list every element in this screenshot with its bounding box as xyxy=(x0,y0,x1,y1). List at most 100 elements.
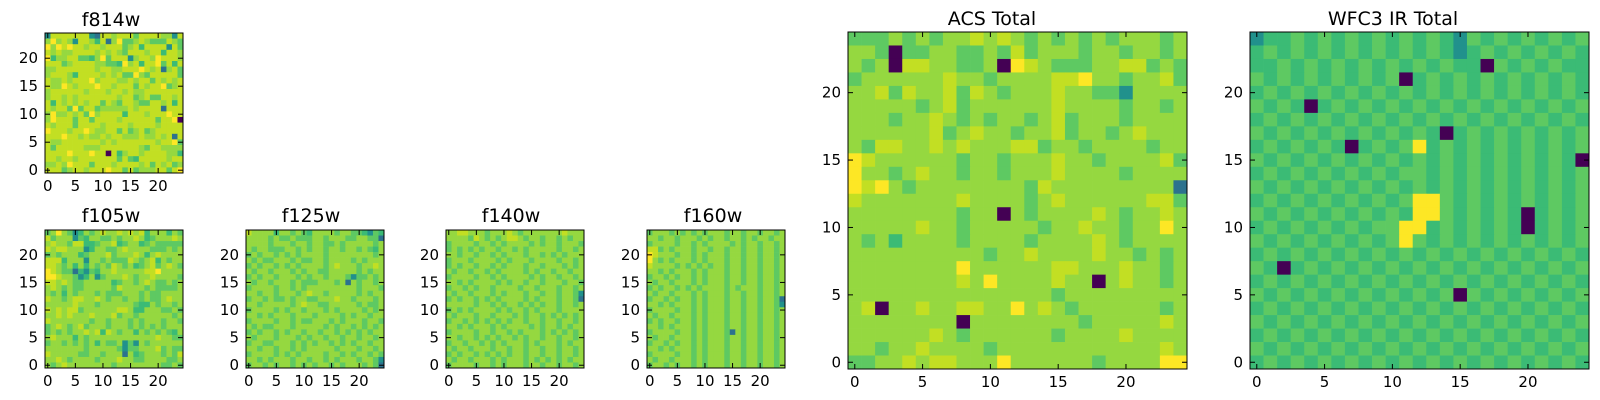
heatmap-cell xyxy=(848,99,862,114)
heatmap-cell xyxy=(166,55,173,62)
heatmap-cell xyxy=(295,246,302,253)
heatmap-cell xyxy=(166,156,173,163)
heatmap-cell xyxy=(1250,45,1264,60)
heatmap-cell xyxy=(983,342,998,356)
heatmap-cell xyxy=(1480,139,1495,154)
heatmap-cell xyxy=(1304,274,1319,289)
heatmap-cell xyxy=(663,318,670,325)
heatmap-cell xyxy=(970,220,984,235)
heatmap-cell xyxy=(983,220,998,235)
heatmap-cell xyxy=(1426,193,1441,208)
heatmap-cell xyxy=(100,235,107,242)
heatmap-cell xyxy=(1277,126,1292,141)
heatmap-cell xyxy=(138,252,145,258)
heatmap-cell xyxy=(1064,247,1079,262)
heatmap-cell xyxy=(1304,261,1319,275)
heatmap-cell xyxy=(177,318,184,325)
heatmap-cell xyxy=(367,351,374,358)
heatmap-cell xyxy=(251,307,258,314)
heatmap-cell xyxy=(746,340,753,347)
heatmap-cell xyxy=(534,235,541,242)
heatmap-cell xyxy=(506,230,513,236)
heatmap-cell xyxy=(1561,58,1576,73)
heatmap-cell xyxy=(1399,126,1414,141)
heatmap-cell xyxy=(1290,85,1305,100)
heatmap-cell xyxy=(1105,315,1120,329)
heatmap-cell xyxy=(983,126,998,141)
heatmap-cell xyxy=(1399,153,1414,168)
heatmap-cell xyxy=(323,257,330,264)
heatmap-cell xyxy=(652,263,659,269)
heatmap-cell xyxy=(144,66,151,73)
heatmap-cell xyxy=(72,145,79,151)
heatmap-cell xyxy=(534,263,541,269)
heatmap-cell xyxy=(166,257,173,264)
heatmap-cell xyxy=(262,230,269,236)
heatmap-cell xyxy=(528,356,535,363)
heatmap-cell xyxy=(1024,180,1039,195)
heatmap-cell xyxy=(251,235,258,242)
heatmap-cell xyxy=(534,279,541,286)
heatmap-cell xyxy=(138,323,145,330)
heatmap-cell xyxy=(773,268,780,275)
heatmap-cell xyxy=(848,261,862,275)
x-tick-label: 0 xyxy=(1252,373,1262,391)
heatmap-cell xyxy=(138,111,145,118)
heatmap-cell xyxy=(473,334,480,341)
heatmap-cell xyxy=(468,362,474,369)
heatmap-cell xyxy=(506,241,513,247)
heatmap-cell xyxy=(1051,180,1066,195)
heatmap-cell xyxy=(166,128,173,135)
heatmap-cell xyxy=(160,33,167,39)
heatmap-cell xyxy=(45,323,51,330)
heatmap-cell xyxy=(100,318,107,325)
heatmap-cell xyxy=(1119,85,1134,100)
heatmap-cell xyxy=(1439,261,1454,275)
heatmap-cell xyxy=(138,329,145,336)
heatmap-cell xyxy=(317,268,324,275)
heatmap-cell xyxy=(372,296,379,303)
heatmap-cell xyxy=(490,241,497,247)
heatmap-cell xyxy=(724,362,731,369)
heatmap-cell xyxy=(133,356,140,363)
heatmap-cell xyxy=(1132,247,1147,262)
heatmap-cell xyxy=(702,334,709,341)
heatmap-cell xyxy=(50,351,57,358)
heatmap-cell xyxy=(545,351,552,358)
heatmap-cell xyxy=(942,261,957,275)
heatmap-cell xyxy=(451,340,458,347)
heatmap-cell xyxy=(372,301,379,308)
heatmap-cell xyxy=(534,307,541,314)
heatmap-cell xyxy=(1385,274,1400,289)
heatmap-cell xyxy=(696,285,703,292)
heatmap-cell xyxy=(1092,153,1106,168)
heatmap-cell xyxy=(1412,247,1427,262)
heatmap-cell xyxy=(680,279,686,286)
heatmap-cell xyxy=(534,274,541,281)
heatmap-cell xyxy=(746,296,753,303)
heatmap-cell xyxy=(50,246,57,253)
heatmap-cell xyxy=(116,139,123,146)
heatmap-cell xyxy=(528,345,535,352)
heatmap-cell xyxy=(567,334,574,341)
heatmap-cell xyxy=(1331,342,1346,356)
heatmap-cell xyxy=(328,356,335,363)
heatmap-cell xyxy=(729,334,736,341)
heatmap-cell xyxy=(94,167,101,174)
heatmap-cell xyxy=(768,323,775,330)
heatmap-cell xyxy=(133,117,140,123)
heatmap-cell xyxy=(997,180,1012,195)
heatmap-cell xyxy=(144,323,151,330)
heatmap-cell xyxy=(56,44,62,51)
heatmap-cell xyxy=(138,268,145,275)
heatmap-cell xyxy=(116,246,123,253)
heatmap-cell xyxy=(251,285,258,292)
heatmap-cell xyxy=(495,318,502,325)
heatmap-cell xyxy=(983,45,998,60)
heatmap-cell xyxy=(1132,288,1147,302)
heatmap-cell xyxy=(295,235,302,242)
heatmap-cell xyxy=(669,285,675,292)
heatmap-cell xyxy=(1064,166,1079,181)
heatmap-cell xyxy=(1561,99,1576,114)
heatmap-cell xyxy=(246,246,252,253)
